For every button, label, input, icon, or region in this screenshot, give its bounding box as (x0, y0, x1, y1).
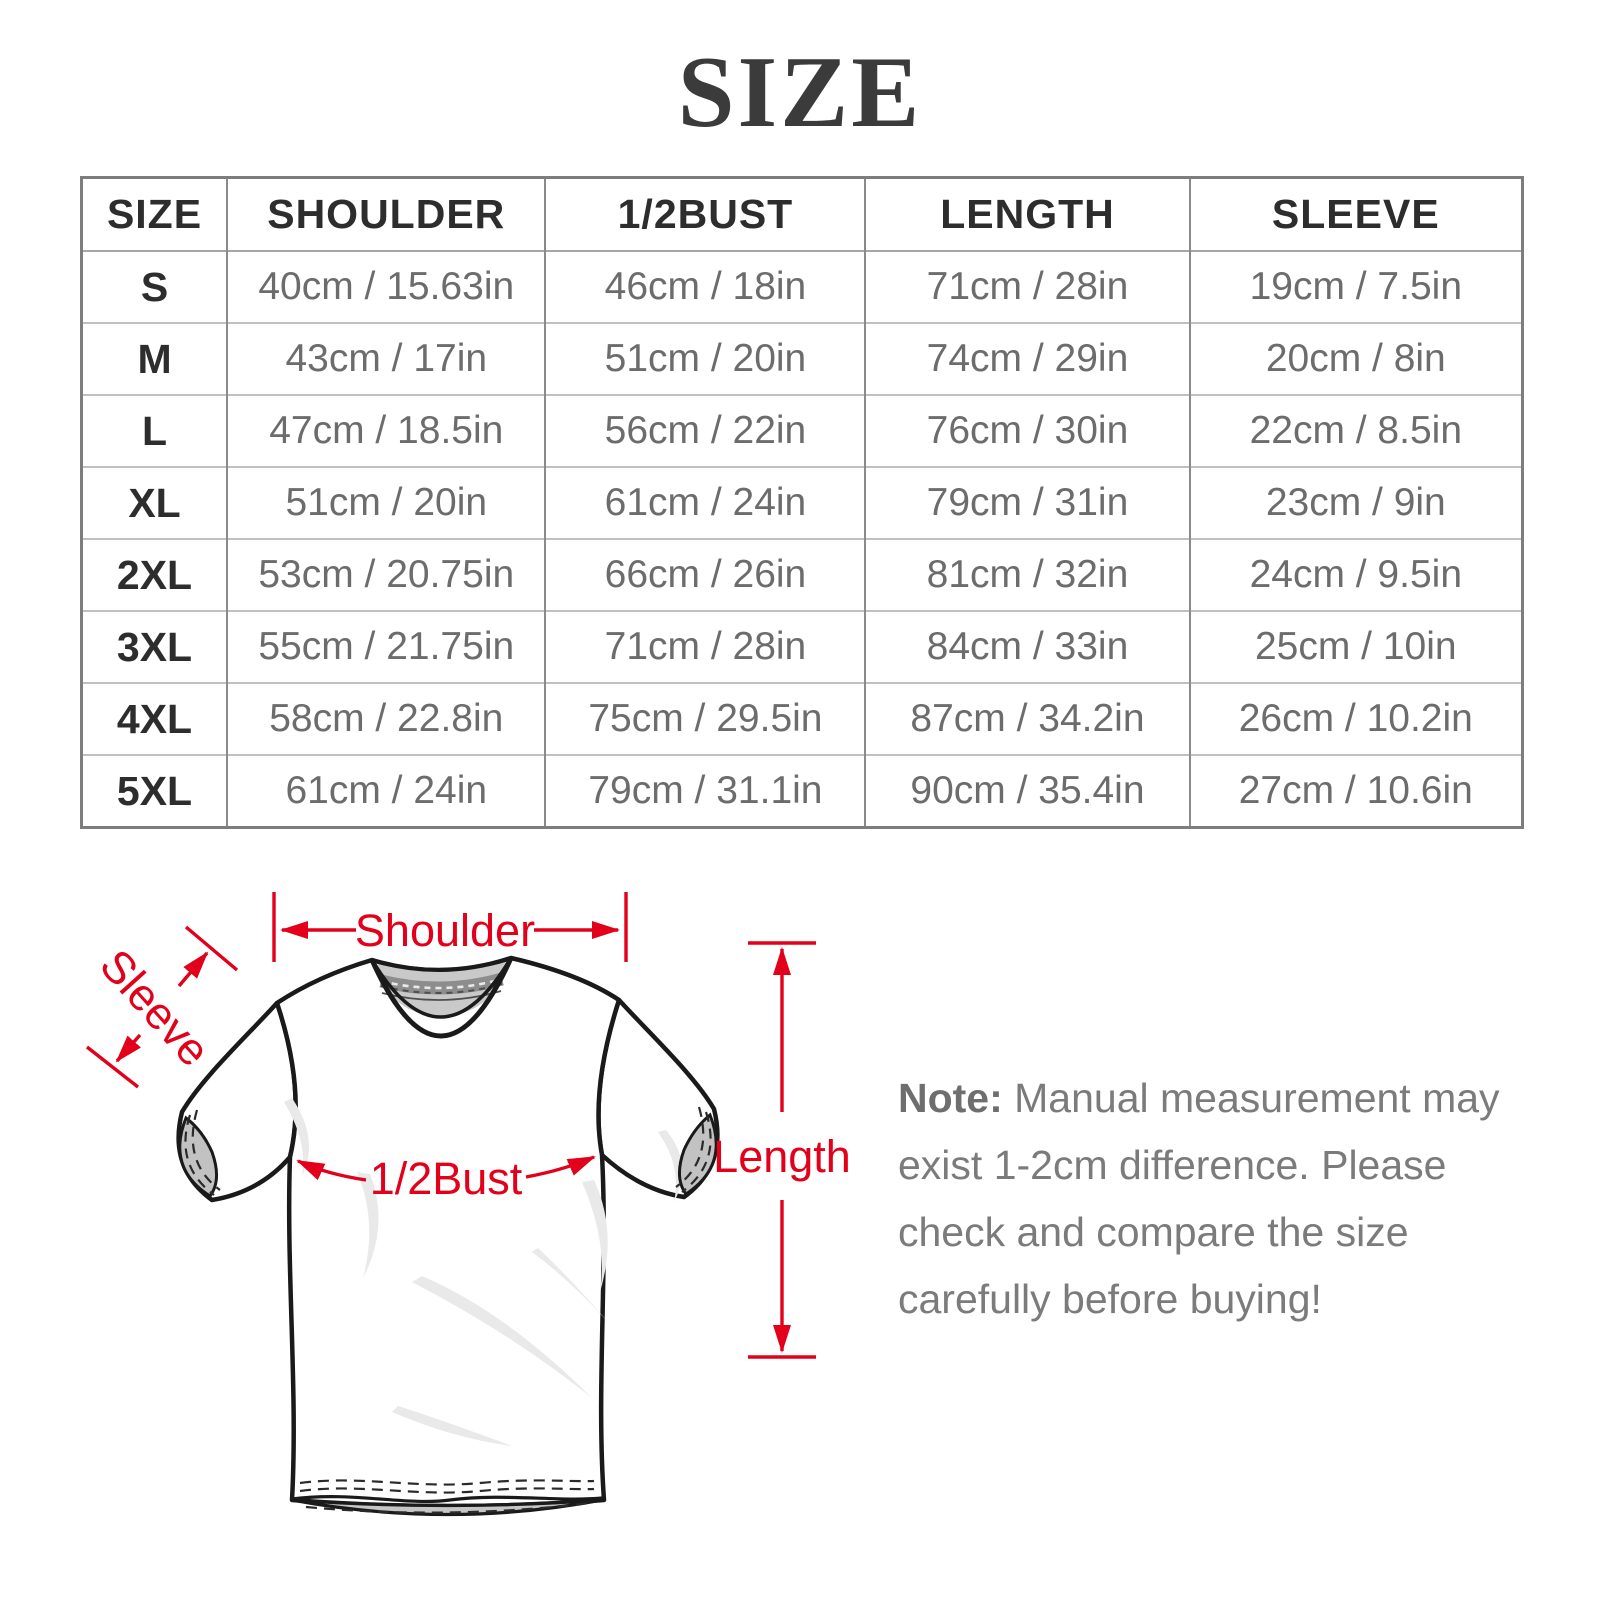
value-cell: 47cm / 18.5in (226, 394, 546, 467)
value-cell: 27cm / 10.6in (1188, 754, 1523, 828)
value-cell: 40cm / 15.63in (226, 250, 546, 323)
size-cell: 3XL (81, 610, 228, 683)
table-row: 3XL 55cm / 21.75in 71cm / 28in 84cm / 33in 2… (81, 610, 1523, 683)
column-header: LENGTH (864, 177, 1190, 251)
size-cell: S (81, 250, 228, 323)
shirt-hem (291, 1479, 603, 1517)
column-header: SHOULDER (226, 177, 546, 251)
value-cell: 79cm / 31in (864, 466, 1190, 539)
value-cell: 55cm / 21.75in (226, 610, 546, 683)
value-cell: 25cm / 10in (1188, 610, 1523, 683)
value-cell: 87cm / 34.2in (864, 682, 1190, 755)
table-row: L 47cm / 18.5in 56cm / 22in 76cm / 30in 22cm… (81, 394, 1523, 467)
value-cell: 23cm / 9in (1188, 466, 1523, 539)
table-row: 2XL 53cm / 20.75in 66cm / 26in 81cm / 32in 2… (81, 538, 1523, 611)
collar (369, 956, 514, 1039)
value-cell: 46cm / 18in (544, 250, 866, 323)
table-row: 5XL 61cm / 24in 79cm / 31.1in 90cm / 35.4in… (81, 754, 1523, 828)
size-cell: 2XL (81, 538, 228, 611)
table-row: M 43cm / 17in 51cm / 20in 74cm / 29in 20cm /… (81, 322, 1523, 395)
value-cell: 43cm / 17in (226, 322, 546, 395)
column-header: 1/2BUST (544, 177, 866, 251)
table-row: XL 51cm / 20in 61cm / 24in 79cm / 31in 23cm … (81, 466, 1523, 539)
value-cell: 20cm / 8in (1188, 322, 1523, 395)
length-label: Length (713, 1131, 851, 1182)
value-cell: 22cm / 8.5in (1188, 394, 1523, 467)
size-cell: XL (81, 466, 228, 539)
value-cell: 53cm / 20.75in (226, 538, 546, 611)
value-cell: 74cm / 29in (864, 322, 1190, 395)
value-cell: 90cm / 35.4in (864, 754, 1190, 828)
measurement-note: Note: Manual measurement may exist 1-2cm… (898, 1065, 1518, 1333)
value-cell: 84cm / 33in (864, 610, 1190, 683)
value-cell: 51cm / 20in (544, 322, 866, 395)
shoulder-measure-arrow (272, 892, 628, 962)
table-row: 4XL 58cm / 22.8in 75cm / 29.5in 87cm / 34.2… (81, 682, 1523, 755)
column-header: SLEEVE (1188, 177, 1523, 251)
size-cell: L (81, 394, 228, 467)
value-cell: 61cm / 24in (544, 466, 866, 539)
value-cell: 56cm / 22in (544, 394, 866, 467)
sleeve-cuffs (178, 1106, 718, 1199)
size-cell: 4XL (81, 682, 228, 755)
size-table: SIZE SHOULDER 1/2BUST LENGTH SLEEVE S 40cm / … (80, 176, 1524, 829)
bust-measure-arrow (296, 1155, 596, 1182)
table-header-row: SIZE SHOULDER 1/2BUST LENGTH SLEEVE (82, 177, 1523, 251)
value-cell: 71cm / 28in (864, 250, 1190, 323)
value-cell: 61cm / 24in (226, 754, 546, 828)
tshirt-measurement-diagram: Shoulder Sleeve 1/2Bust Length (85, 892, 851, 1517)
bust-label: 1/2Bust (370, 1153, 523, 1204)
note-prefix: Note: (898, 1075, 1003, 1121)
value-cell: 71cm / 28in (544, 610, 866, 683)
value-cell: 26cm / 10.2in (1188, 682, 1523, 755)
fabric-wrinkles (284, 1098, 683, 1446)
value-cell: 66cm / 26in (544, 538, 866, 611)
sleeve-measure-arrow (85, 925, 239, 1089)
value-cell: 81cm / 32in (864, 538, 1190, 611)
column-header: SIZE (106, 191, 203, 237)
page-title: SIZE (677, 36, 923, 149)
value-cell: 76cm / 30in (864, 394, 1190, 467)
value-cell: 19cm / 7.5in (1188, 250, 1523, 323)
size-cell: M (81, 322, 228, 395)
shoulder-label: Shoulder (355, 905, 535, 956)
size-cell: 5XL (81, 754, 228, 828)
note-text: Manual measurement may exist 1-2cm diffe… (898, 1075, 1500, 1322)
length-measure-arrow (748, 941, 816, 1359)
value-cell: 51cm / 20in (226, 466, 546, 539)
value-cell: 79cm / 31.1in (544, 754, 866, 828)
value-cell: 75cm / 29.5in (544, 682, 866, 755)
value-cell: 24cm / 9.5in (1188, 538, 1523, 611)
table-row: S 40cm / 15.63in 46cm / 18in 71cm / 28in 19c… (81, 250, 1523, 323)
value-cell: 58cm / 22.8in (226, 682, 546, 755)
